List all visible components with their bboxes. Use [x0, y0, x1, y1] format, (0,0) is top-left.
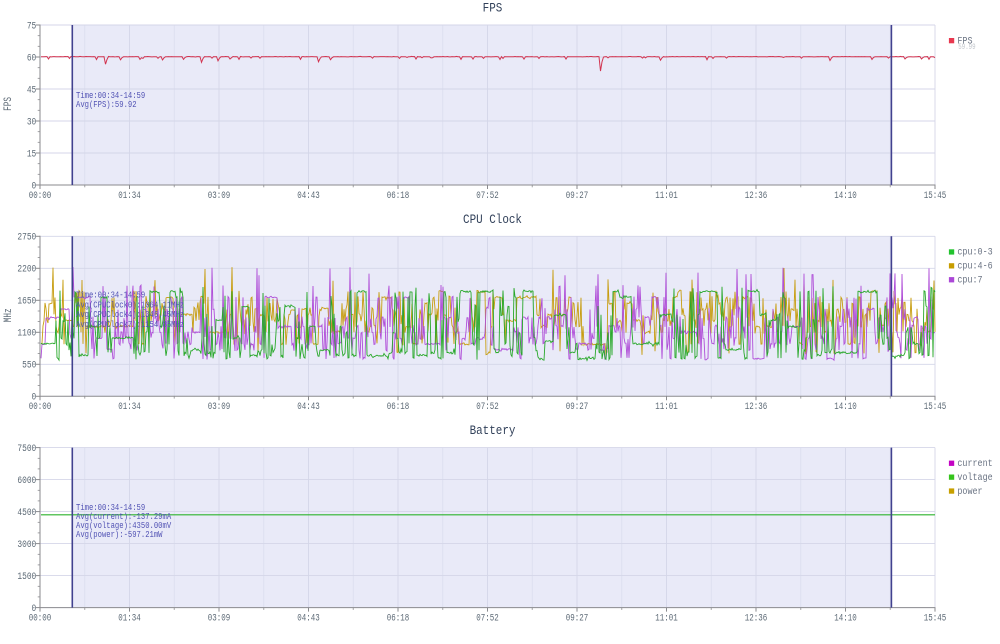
svg-text:current: current [957, 457, 992, 469]
svg-text:09:27: 09:27 [566, 190, 588, 201]
svg-text:15:45: 15:45 [924, 190, 946, 201]
svg-text:15:45: 15:45 [924, 612, 946, 623]
svg-text:Avg(FPS):59.92: Avg(FPS):59.92 [76, 99, 137, 110]
svg-text:14:10: 14:10 [834, 190, 856, 201]
svg-text:06:18: 06:18 [387, 190, 409, 201]
svg-text:06:18: 06:18 [387, 612, 409, 623]
svg-text:03:09: 03:09 [208, 401, 230, 412]
svg-text:cpu:7: cpu:7 [957, 274, 982, 286]
svg-text:6000: 6000 [17, 474, 36, 486]
svg-text:4500: 4500 [17, 506, 36, 518]
svg-text:09:27: 09:27 [566, 401, 588, 412]
svg-text:01:34: 01:34 [118, 401, 140, 412]
svg-text:04:43: 04:43 [297, 612, 319, 623]
svg-text:12:36: 12:36 [745, 612, 767, 623]
svg-text:11:01: 11:01 [655, 401, 677, 412]
svg-text:Avg(current):-137.29mA: Avg(current):-137.29mA [76, 511, 172, 522]
svg-text:2750: 2750 [17, 231, 36, 243]
svg-text:Avg(CPUClock7):1154.85MHz: Avg(CPUClock7):1154.85MHz [76, 319, 184, 330]
svg-text:0: 0 [32, 602, 37, 614]
svg-text:59.99: 59.99 [958, 43, 975, 52]
svg-text:CPU Clock: CPU Clock [463, 212, 522, 227]
svg-text:Time:00:34-14:59: Time:00:34-14:59 [76, 502, 145, 513]
svg-text:07:52: 07:52 [476, 612, 498, 623]
svg-text:12:36: 12:36 [745, 190, 767, 201]
svg-text:Avg(power):-597.21mW: Avg(power):-597.21mW [76, 529, 163, 540]
svg-text:07:52: 07:52 [476, 401, 498, 412]
svg-text:FPS: FPS [957, 35, 972, 47]
svg-text:03:09: 03:09 [208, 190, 230, 201]
svg-text:0: 0 [32, 391, 37, 403]
svg-text:7500: 7500 [17, 442, 36, 454]
svg-text:00:00: 00:00 [29, 401, 51, 412]
svg-text:Battery: Battery [470, 423, 516, 438]
svg-text:01:34: 01:34 [118, 190, 140, 201]
svg-text:11:01: 11:01 [655, 612, 677, 623]
svg-text:Avg(CPUClock4):1346.45MHz: Avg(CPUClock4):1346.45MHz [76, 309, 184, 320]
svg-text:60: 60 [27, 51, 36, 63]
svg-text:75: 75 [27, 19, 36, 31]
svg-text:Time:00:34-14:59: Time:00:34-14:59 [76, 290, 145, 301]
svg-text:1650: 1650 [17, 295, 36, 307]
svg-text:07:52: 07:52 [476, 190, 498, 201]
svg-text:cpu:0-3: cpu:0-3 [957, 246, 993, 258]
svg-text:cpu:4-6: cpu:4-6 [957, 260, 993, 272]
svg-text:Time:00:34-14:59: Time:00:34-14:59 [76, 90, 145, 101]
svg-text:04:43: 04:43 [297, 190, 319, 201]
svg-text:03:09: 03:09 [208, 612, 230, 623]
svg-text:Avg(voltage):4350.00mV: Avg(voltage):4350.00mV [76, 520, 172, 531]
svg-text:2200: 2200 [17, 263, 36, 275]
svg-text:15: 15 [27, 147, 36, 159]
svg-text:45: 45 [27, 83, 36, 95]
svg-text:3000: 3000 [17, 538, 36, 550]
svg-text:14:10: 14:10 [834, 401, 856, 412]
svg-text:11:01: 11:01 [655, 190, 677, 201]
svg-text:1500: 1500 [17, 570, 36, 582]
svg-text:09:27: 09:27 [566, 612, 588, 623]
svg-text:MHz: MHz [2, 308, 15, 322]
svg-text:1100: 1100 [17, 327, 36, 339]
svg-text:00:00: 00:00 [29, 612, 51, 623]
svg-text:0: 0 [32, 179, 37, 191]
svg-text:550: 550 [22, 359, 36, 371]
svg-text:12:36: 12:36 [745, 401, 767, 412]
svg-text:15:45: 15:45 [924, 401, 946, 412]
svg-text:00:00: 00:00 [29, 190, 51, 201]
svg-text:30: 30 [27, 115, 36, 127]
svg-text:Avg(CPUClock0):1064.11MHz: Avg(CPUClock0):1064.11MHz [76, 300, 184, 311]
svg-text:voltage: voltage [957, 471, 993, 483]
svg-text:04:43: 04:43 [297, 401, 319, 412]
svg-text:FPS: FPS [483, 1, 503, 16]
svg-text:FPS: FPS [2, 97, 15, 111]
svg-text:01:34: 01:34 [118, 612, 140, 623]
svg-text:06:18: 06:18 [387, 401, 409, 412]
svg-text:14:10: 14:10 [834, 612, 856, 623]
svg-text:power: power [957, 485, 982, 497]
